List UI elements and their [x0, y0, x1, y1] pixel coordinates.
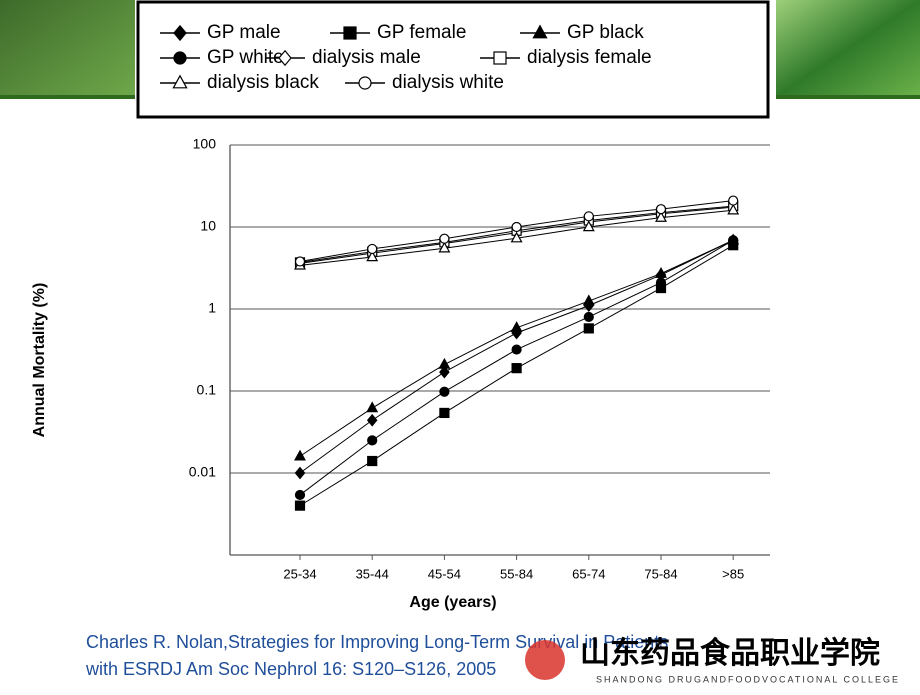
data-point [439, 233, 450, 244]
legend-marker [172, 74, 188, 89]
data-point [727, 203, 740, 215]
data-point [582, 294, 595, 306]
data-point [511, 344, 522, 355]
x-tick-label: 55-84 [500, 566, 533, 581]
legend-label: dialysis male [312, 47, 421, 68]
data-point [511, 363, 522, 374]
legend-label: GP black [567, 22, 644, 43]
y-tick-label: 10 [200, 218, 216, 234]
legend-box [136, 0, 770, 119]
citation: Charles R. Nolan,Strategies for Improvin… [86, 632, 668, 652]
x-tick-label: 75-84 [644, 566, 677, 581]
data-point [438, 241, 451, 253]
data-point [366, 413, 378, 427]
data-point [655, 277, 667, 288]
x-tick-label: 65-74 [572, 566, 605, 581]
legend-label: GP white [207, 47, 284, 68]
data-point [294, 256, 306, 267]
series-line [299, 244, 734, 507]
decor-right [776, 0, 920, 97]
legend-marker [278, 49, 292, 67]
y-tick-label: 0.01 [189, 464, 216, 480]
legend-label: GP male [207, 22, 281, 43]
logo-name: 山东药品食品职业学院 [580, 636, 880, 670]
x-tick-label: 25-34 [283, 566, 316, 581]
data-point [366, 401, 379, 413]
legend-marker [173, 24, 187, 42]
citation: with ESRDJ Am Soc Nephrol 16: S120–S126,… [85, 659, 496, 679]
legend-marker [493, 51, 507, 65]
data-point [294, 500, 306, 511]
data-point [582, 220, 595, 232]
data-point [294, 466, 306, 480]
x-tick-label: >85 [722, 566, 744, 581]
legend-marker [358, 76, 372, 90]
legend-label: GP female [377, 22, 466, 43]
data-point [583, 211, 594, 222]
data-point [439, 386, 450, 397]
data-point [511, 221, 522, 233]
data-point [294, 449, 306, 461]
x-axis-label: Age (years) [409, 594, 496, 611]
decor-left [0, 0, 135, 97]
y-tick-label: 0.1 [197, 382, 217, 398]
legend-label: dialysis black [207, 72, 319, 93]
data-point [510, 321, 523, 332]
decor-bar [776, 95, 920, 99]
legend-label: dialysis white [392, 72, 504, 93]
y-axis-label: Annual Mortality (%) [31, 283, 48, 438]
data-point [439, 365, 450, 379]
data-point [655, 266, 667, 278]
legend-marker [532, 24, 548, 39]
data-point [367, 435, 378, 446]
data-point [655, 204, 667, 215]
data-point [728, 195, 739, 206]
decor-bar [0, 95, 135, 99]
data-point [728, 235, 739, 246]
legend-marker [173, 51, 187, 65]
y-tick-label: 100 [193, 136, 217, 152]
data-point [366, 250, 379, 262]
x-tick-label: 45-54 [428, 566, 461, 581]
legend-label: dialysis female [527, 47, 652, 68]
data-point [367, 243, 378, 255]
data-point [367, 455, 378, 467]
data-point [583, 311, 594, 323]
data-point [438, 357, 451, 369]
logo-emblem [525, 640, 565, 680]
x-tick-label: 35-44 [356, 566, 389, 581]
data-point [510, 231, 523, 243]
series-line [299, 239, 734, 474]
legend-marker [343, 26, 357, 40]
data-point [583, 323, 594, 334]
data-point [294, 489, 306, 501]
logo-subtitle: SHANDONG DRUGANDFOODVOCATIONAL COLLEGE [596, 674, 900, 684]
y-tick-label: 1 [208, 300, 216, 316]
data-point [655, 211, 667, 222]
data-point [439, 407, 450, 419]
